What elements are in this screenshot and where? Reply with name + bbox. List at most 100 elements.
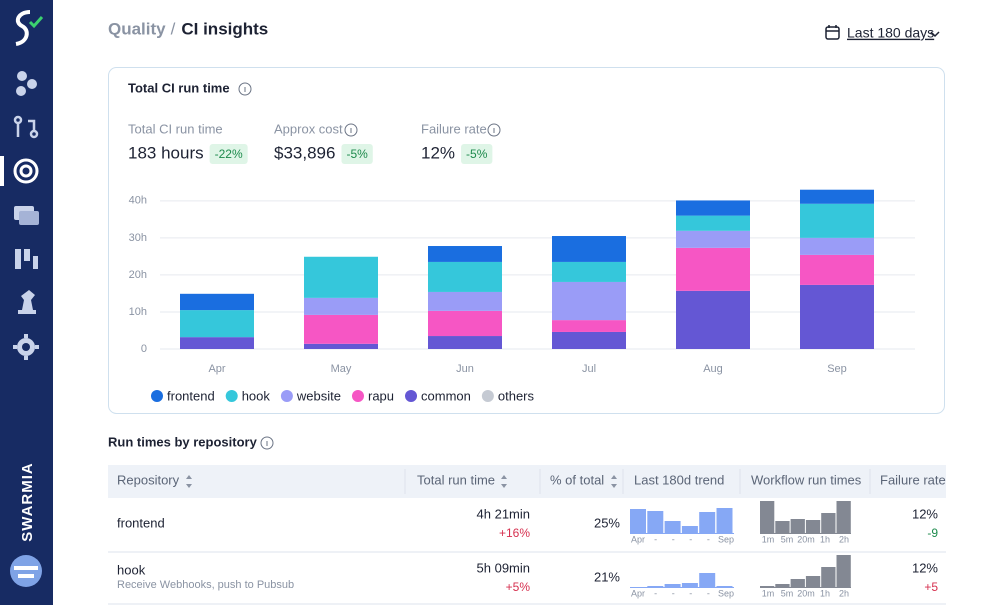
workflow-bar (821, 567, 836, 587)
bar-segment (304, 297, 378, 315)
trend-bar (716, 586, 733, 587)
legend-label[interactable]: hook (242, 388, 271, 403)
page-title: CI insights (181, 19, 268, 38)
logo[interactable] (15, 10, 31, 46)
legend-label[interactable]: rapu (368, 388, 394, 403)
y-tick-label: 40h (129, 195, 147, 207)
trend-bar (699, 512, 716, 533)
table-header (108, 465, 946, 498)
legend-swatch[interactable] (225, 390, 238, 402)
avatar[interactable] (10, 555, 42, 587)
y-tick-label: 30h (129, 232, 147, 244)
card-title: Total CI run time (128, 80, 230, 95)
bar-segment (676, 215, 750, 231)
workflow-bar (805, 576, 821, 587)
change-badge (341, 144, 373, 164)
column-header[interactable]: Repository (117, 472, 180, 487)
nav-icon[interactable] (13, 115, 39, 139)
trend-axis-label: - (707, 588, 710, 598)
trend-bar (699, 573, 716, 587)
nav-icon[interactable] (15, 249, 38, 269)
x-tick-label: Jun (456, 363, 474, 375)
workflow-axis-label: 1m (762, 588, 775, 598)
metric-change: -5% (346, 147, 368, 161)
bar-segment (428, 291, 502, 311)
column-header[interactable]: Failure rate (880, 472, 946, 487)
workflow-axis-label: 2h (839, 588, 849, 598)
workflow-bar (760, 586, 775, 587)
trend-axis-label: - (672, 588, 675, 598)
repository-name[interactable]: frontend (117, 515, 165, 530)
section-title: Run times by repository (108, 434, 258, 449)
column-header[interactable]: Total run time (417, 472, 495, 487)
nav-icon[interactable] (16, 71, 37, 96)
bar-segment (180, 337, 254, 349)
brand: SWARMIA (19, 462, 36, 542)
column-header[interactable]: % of total (550, 472, 604, 487)
workflow-bar (836, 501, 851, 533)
run-time-change: +16% (499, 526, 530, 540)
date-range-picker[interactable]: Last 180 days (847, 25, 934, 41)
workflow-bar (790, 579, 805, 587)
bar-segment (428, 336, 502, 349)
nav-icon[interactable] (13, 158, 39, 184)
legend-swatch[interactable] (351, 390, 364, 402)
sort-icon[interactable] (501, 475, 507, 488)
repository-name[interactable]: hook (117, 562, 146, 577)
legend-swatch[interactable] (280, 390, 293, 402)
metric-label: Approx cost (274, 121, 343, 136)
info-icon[interactable] (238, 82, 252, 96)
trend-axis-label: - (689, 588, 692, 598)
trend-bar (647, 586, 664, 587)
sort-icon[interactable] (186, 475, 192, 488)
percent-of-total: 21% (594, 569, 620, 584)
x-tick-label: Sep (827, 363, 847, 375)
trend-bar (664, 521, 681, 533)
trend-bar (647, 511, 664, 533)
trend-axis-label: - (672, 534, 675, 544)
column-header[interactable]: Last 180d trend (634, 472, 724, 487)
nav-icon[interactable] (14, 206, 39, 225)
column-header[interactable]: Workflow run times (751, 472, 862, 487)
metric-label: Failure rate (421, 121, 487, 136)
bar-segment (180, 293, 254, 311)
column-separators (108, 469, 946, 605)
workflow-bar (821, 513, 836, 533)
trend-bar (630, 509, 646, 533)
workflow-bar (775, 521, 790, 533)
avatar-pattern (14, 566, 38, 578)
breadcrumb-section[interactable]: Quality (108, 19, 166, 38)
trend-bar (681, 526, 698, 533)
failure-change: +5 (924, 580, 938, 594)
legend-swatch[interactable] (481, 390, 494, 402)
bar-segment (676, 200, 750, 216)
legend-swatch[interactable] (151, 390, 163, 402)
info-icon[interactable] (487, 123, 501, 137)
metric-value: 183 hours (128, 143, 204, 162)
nav-icon[interactable] (18, 290, 36, 314)
sort-icon[interactable] (611, 475, 617, 488)
bar-segment (304, 343, 378, 349)
metric-change: -5% (466, 147, 488, 161)
legend-label[interactable]: others (498, 388, 535, 403)
legend-swatch[interactable] (405, 390, 418, 402)
trend-axis-label: - (654, 588, 657, 598)
bar-segment (800, 189, 874, 204)
info-icon[interactable] (344, 123, 358, 137)
legend-label[interactable]: website (296, 388, 341, 403)
legend-label[interactable]: frontend (167, 388, 215, 403)
nav-icon[interactable] (13, 334, 39, 360)
total-run-time: 5h 09min (477, 560, 530, 575)
legend-label[interactable]: common (421, 388, 471, 403)
failure-change: -9 (927, 526, 938, 540)
x-tick-label: Apr (208, 363, 225, 375)
metric-change: -22% (215, 147, 243, 161)
trend-axis-label: - (689, 534, 692, 544)
bar-segment (676, 290, 750, 349)
y-tick-label: 20h (129, 269, 147, 281)
failure-rate: 12% (912, 560, 938, 575)
repository-description: Receive Webhooks, push to Pubsub (117, 579, 294, 591)
metric-value: $33,896 (274, 143, 335, 162)
info-icon[interactable] (260, 436, 274, 450)
workflow-axis-label: 1m (762, 534, 775, 544)
